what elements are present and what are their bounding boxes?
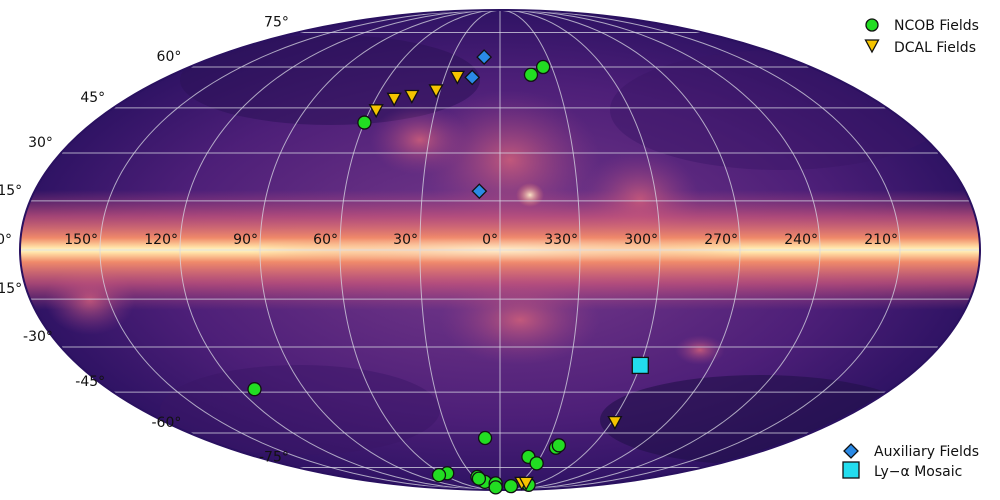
dcal-fields-point xyxy=(368,104,384,119)
ncob-fields-point xyxy=(431,467,447,483)
auxiliary-fields-point xyxy=(476,49,493,66)
ncob-fields-point xyxy=(551,438,567,453)
meridian-grid-line xyxy=(99,9,501,491)
graticule-grid xyxy=(19,9,980,491)
dcal-fields-point xyxy=(607,415,623,430)
longitude-tick-label: 270° xyxy=(704,232,738,248)
meridian-grid-line xyxy=(499,9,821,491)
latitude-tick-label: -75° xyxy=(259,449,289,465)
meridian-grid-line xyxy=(419,9,501,491)
longitude-tick-label: 300° xyxy=(624,232,658,248)
longitude-tick-labels: 150° 120° 90° 60° 30° 0° 330° 300° 270° 240° 210° xyxy=(64,232,898,248)
latitude-tick-label: -45° xyxy=(75,374,105,390)
latitude-tick-label: 15° xyxy=(0,183,22,199)
auxiliary-fields-point xyxy=(464,69,481,86)
ncob-fields-point xyxy=(357,115,372,130)
dcal-fields-point xyxy=(428,84,444,99)
longitude-tick-label: 210° xyxy=(864,232,898,248)
longitude-tick-label: 150° xyxy=(64,232,98,248)
ncob-fields-point xyxy=(488,480,503,495)
dcal-fields-point xyxy=(404,89,420,104)
latitude-tick-label: 75° xyxy=(264,15,289,31)
latitude-tick-label: -30° xyxy=(23,329,53,345)
ncob-fields-point xyxy=(529,456,544,471)
longitude-tick-label: 60° xyxy=(313,232,338,248)
longitude-tick-label: 90° xyxy=(233,232,258,248)
longitude-tick-label: 0° xyxy=(482,232,498,248)
ncob-fields-point xyxy=(477,430,493,446)
ncob-fields-point xyxy=(503,478,519,494)
longitude-tick-label: 240° xyxy=(784,232,818,248)
legend-marker-lya xyxy=(842,461,860,479)
meridian-grid-line xyxy=(499,9,581,491)
latitude-tick-labels: 75° 60° 45° 30° 15° 0° -15° -30° -45° -60° -75° xyxy=(0,15,289,466)
legend-label-dcal: DCAL Fields xyxy=(894,40,976,56)
meridian-grid-line xyxy=(259,9,501,491)
dcal-fields-point xyxy=(449,70,465,85)
latitude-tick-label: 0° xyxy=(0,232,12,248)
legend-marker-ncob xyxy=(865,18,879,32)
legend-lower: Auxiliary Fields Ly−α Mosaic xyxy=(842,443,979,480)
meridian-grid-line xyxy=(179,9,501,491)
legend-label-auxiliary: Auxiliary Fields xyxy=(874,444,979,460)
dcal-fields-point xyxy=(518,476,534,491)
dcal-fields-point xyxy=(386,92,402,107)
meridian-grid-line xyxy=(499,9,741,491)
legend-marker-auxiliary xyxy=(843,443,859,459)
latitude-tick-label: 60° xyxy=(157,49,182,65)
legend-upper: NCOB Fields DCAL Fields xyxy=(864,18,979,56)
ncob-fields-point xyxy=(247,382,262,397)
legend-label-ncob: NCOB Fields xyxy=(894,18,979,34)
data-points xyxy=(247,49,649,495)
longitude-tick-label: 30° xyxy=(393,232,418,248)
meridian-grid-line xyxy=(499,9,661,491)
longitude-tick-label: 330° xyxy=(544,232,578,248)
latitude-tick-label: -60° xyxy=(152,415,182,431)
latitude-tick-label: 45° xyxy=(80,90,105,106)
ncob-fields-point xyxy=(523,67,539,82)
longitude-tick-label: 120° xyxy=(144,232,178,248)
auxiliary-fields-point xyxy=(471,183,488,200)
meridian-grid-line xyxy=(499,9,901,491)
latitude-tick-label: 30° xyxy=(28,135,53,151)
legend-marker-dcal xyxy=(864,39,880,54)
latitude-tick-label: -15° xyxy=(0,281,22,297)
meridian-grid-line xyxy=(339,9,501,491)
ncob-fields-point xyxy=(535,59,551,75)
ly-mosaic-point xyxy=(631,356,649,375)
ncob-fields-point xyxy=(471,471,487,486)
legend-label-lya: Ly−α Mosaic xyxy=(874,464,962,480)
